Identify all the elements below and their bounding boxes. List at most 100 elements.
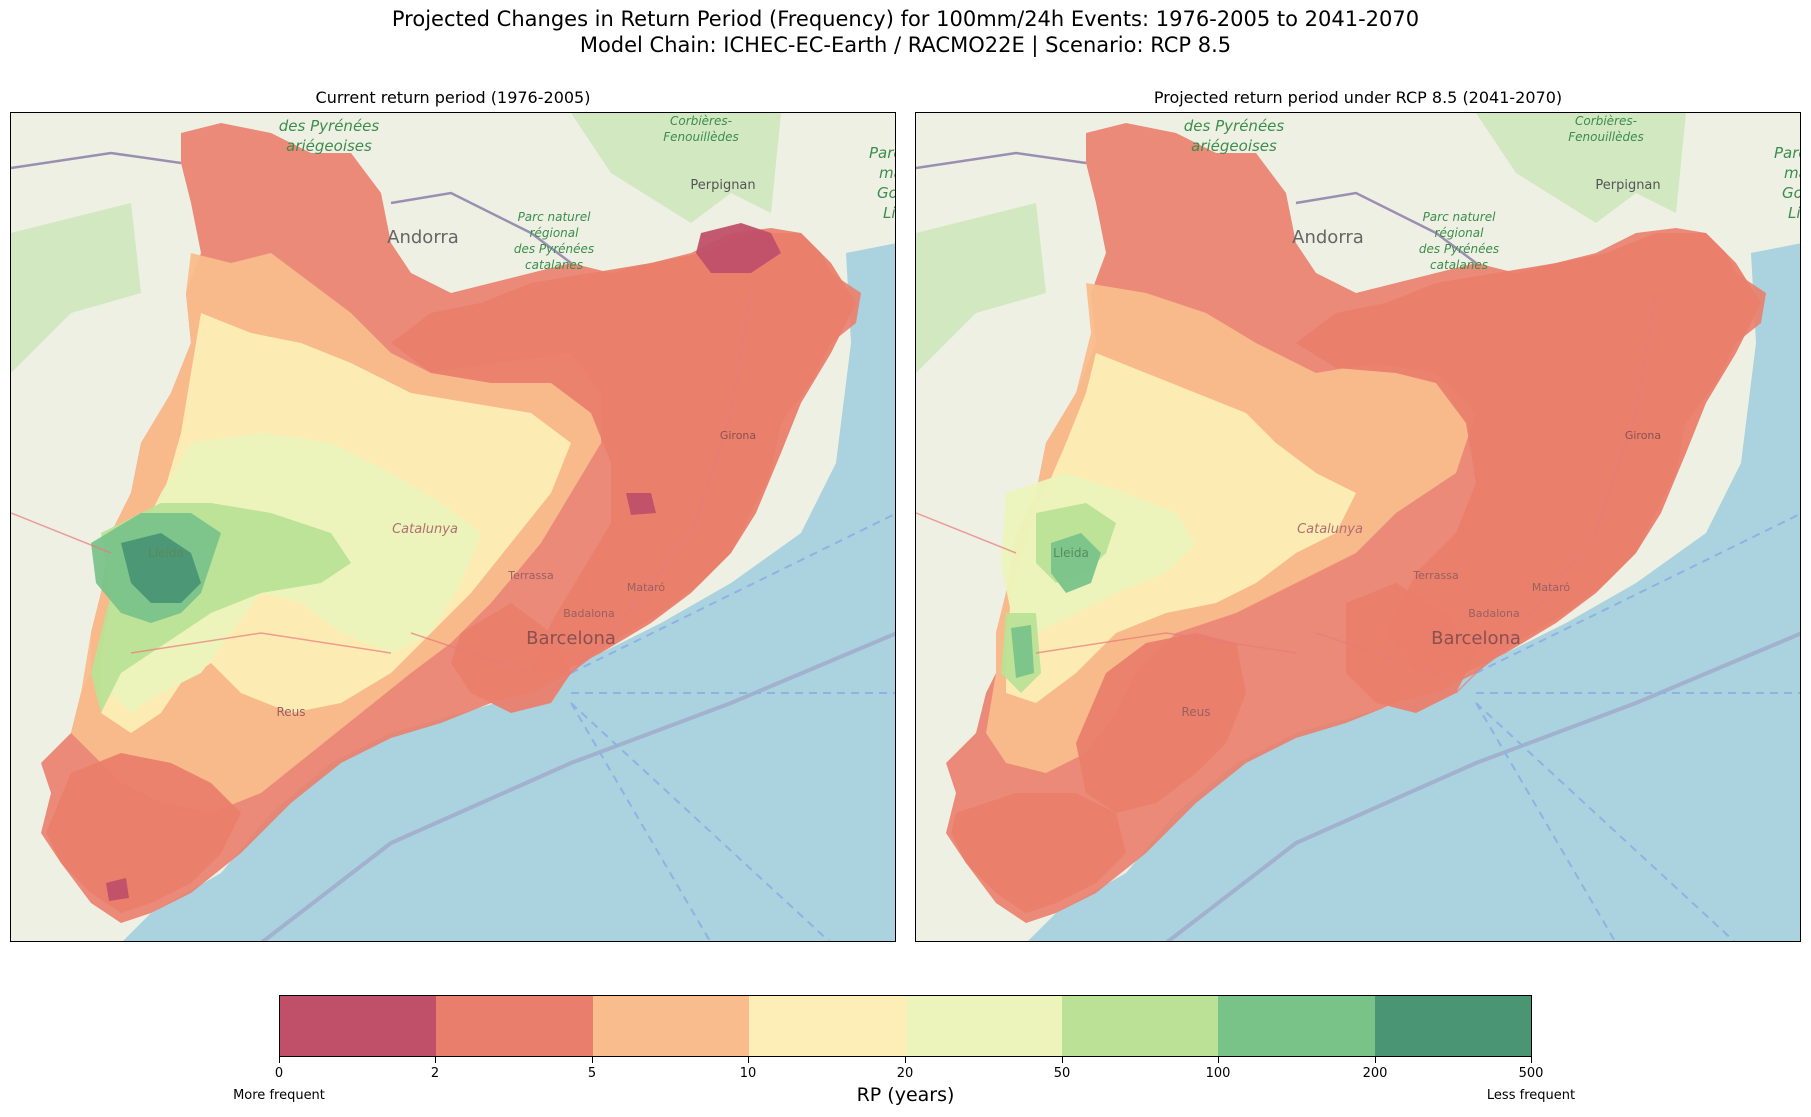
figure-title: Projected Changes in Return Period (Freq…: [0, 6, 1811, 58]
rp-zone-darkred-spot1: [626, 493, 656, 515]
label-corbieres-2: Fenouillèdes: [663, 130, 738, 144]
shipping-lane-2: [570, 512, 895, 674]
colorbar-segment-100-200: [1218, 996, 1375, 1056]
colorbar-left-note: More frequent: [233, 1088, 325, 1103]
label-terrassa: Terrassa: [1412, 569, 1458, 582]
label-pyrenees-2: ariégeoises: [1191, 137, 1277, 155]
rp-zone-red-east: [1296, 233, 1761, 673]
map-panel-projected[interactable]: des Pyrénées ariégeoises Corbières- Feno…: [915, 112, 1801, 942]
label-girona: Girona: [1625, 429, 1661, 442]
label-parc-regional-4: catalanes: [525, 258, 583, 272]
label-barcelona: Barcelona: [526, 628, 616, 649]
shipping-lane-3: [1475, 692, 1800, 941]
french-border-line: [11, 151, 572, 264]
colorbar-tick: [748, 1057, 749, 1063]
label-pyrenees-2: ariégeoises: [286, 137, 372, 155]
label-parc-regional-1: Parc naturel: [518, 210, 592, 224]
shipping-lane-1: [1165, 631, 1800, 941]
label-girona: Girona: [720, 429, 756, 442]
rp-zone-midgreen-lleida: [1011, 533, 1101, 678]
map-panel-current[interactable]: des Pyrénées ariégeoises Corbières- Feno…: [10, 112, 896, 942]
colorbar-tick-label: 500: [1518, 1066, 1544, 1081]
colorbar-segment-5-10: [592, 996, 750, 1056]
forest-patches: [11, 113, 781, 373]
colorbar-right-note: Less frequent: [1486, 1088, 1576, 1103]
label-reus: Reus: [1181, 705, 1210, 719]
panel-right-title: Projected return period under RCP 8.5 (2…: [1153, 88, 1563, 107]
colorbar-tick-label: 100: [1205, 1066, 1231, 1081]
label-corbieres-2: Fenouillèdes: [1568, 130, 1643, 144]
rp-zone-darkgreen-lleida: [121, 533, 201, 603]
label-pyrenees-1: des Pyrénées: [1184, 117, 1285, 135]
colorbar-segment-20-50: [905, 996, 1062, 1056]
label-corbieres-1: Corbières-: [1575, 114, 1637, 128]
rp-zone-red-barcelona: [451, 603, 571, 713]
label-terrassa: Terrassa: [507, 569, 553, 582]
label-parc-marin-3: Golfe: [877, 184, 896, 202]
label-catalunya: Catalunya: [1297, 522, 1363, 537]
colorbar-tick: [1375, 1057, 1376, 1063]
label-badalona: Badalona: [1468, 607, 1520, 620]
label-pyrenees-1: des Pyrénées: [279, 117, 380, 135]
shipping-lane-3: [570, 692, 895, 941]
rp-zone-red-barcelona: [1346, 583, 1476, 713]
label-parc-marin-1: Parc nat: [1774, 144, 1801, 162]
colorbar-tick: [1218, 1057, 1219, 1063]
label-parc-marin-2: marin: [1784, 164, 1801, 182]
colorbar-tick: [435, 1057, 436, 1063]
colorbar-tick-label: 2: [430, 1066, 440, 1081]
colorbar-tick: [905, 1057, 906, 1063]
rp-zone-red-east: [391, 233, 856, 673]
map-current-svg: des Pyrénées ariégeoises Corbières- Feno…: [11, 113, 896, 941]
rp-zone-red-south: [46, 753, 241, 913]
shipping-lane-2: [1475, 512, 1800, 674]
colorbar-tick-label: 50: [1053, 1066, 1071, 1081]
colorbar-label: RP (years): [856, 1084, 955, 1106]
rp-zone-red-south: [951, 793, 1126, 913]
label-corbieres-1: Corbières-: [670, 114, 732, 128]
shipping-lane-1: [260, 631, 895, 941]
label-parc-regional-3: des Pyrénées: [514, 242, 594, 256]
label-parc-marin-4: Lion: [883, 204, 896, 222]
colorbar-tick-label: 0: [274, 1066, 284, 1081]
colorbar-segment-2-5: [436, 996, 593, 1056]
map-projected-svg: des Pyrénées ariégeoises Corbières- Feno…: [916, 113, 1801, 941]
label-badalona: Badalona: [563, 607, 615, 620]
colorbar: [279, 995, 1532, 1057]
colorbar-tick: [1531, 1057, 1532, 1063]
label-perpignan: Perpignan: [1595, 178, 1660, 193]
colorbar-segment-10-20: [749, 996, 906, 1056]
label-barcelona: Barcelona: [1431, 628, 1521, 649]
colorbar-tick-label: 200: [1362, 1066, 1388, 1081]
label-parc-marin-1: Parc nat: [869, 144, 896, 162]
french-border-line: [916, 151, 1477, 264]
label-perpignan: Perpignan: [690, 178, 755, 193]
colorbar-tick-label: 20: [896, 1066, 914, 1081]
label-reus: Reus: [276, 705, 305, 719]
label-mataro: Mataró: [627, 581, 666, 594]
rp-zone-red-southcentral: [1076, 633, 1246, 813]
return-period-raster-current: [41, 123, 861, 923]
colorbar-segment-200-500: [1374, 996, 1531, 1056]
label-catalunya: Catalunya: [392, 522, 458, 537]
label-andorra: Andorra: [1292, 227, 1364, 248]
rp-zone-darkred-spot2: [106, 878, 129, 901]
label-parc-regional-2: régional: [530, 226, 580, 240]
return-period-raster-projected: [946, 123, 1766, 923]
figure-title-line2: Model Chain: ICHEC-EC-Earth / RACMO22E |…: [579, 33, 1232, 57]
label-parc-regional-4: catalanes: [1430, 258, 1488, 272]
label-lleida: Lleida: [1053, 546, 1089, 560]
label-andorra: Andorra: [387, 227, 459, 248]
road-lines: [916, 292, 1657, 694]
colorbar-tick-label: 5: [587, 1066, 597, 1081]
label-parc-regional-3: des Pyrénées: [1419, 242, 1499, 256]
label-parc-marin-3: Golfe: [1782, 184, 1801, 202]
road-lines: [11, 292, 752, 694]
colorbar-tick: [279, 1057, 280, 1063]
label-parc-regional-2: régional: [1435, 226, 1485, 240]
label-parc-marin-2: marin: [879, 164, 896, 182]
colorbar-segment-0-2: [280, 996, 437, 1056]
colorbar-tick: [592, 1057, 593, 1063]
figure-title-line1: Projected Changes in Return Period (Freq…: [391, 7, 1420, 31]
label-lleida: Lleida: [148, 546, 184, 560]
